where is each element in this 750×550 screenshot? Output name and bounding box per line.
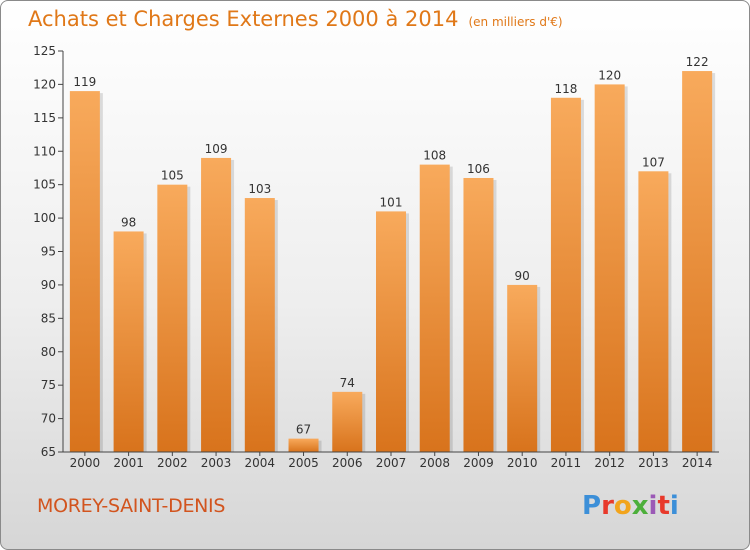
- bar-value-label: 122: [686, 55, 709, 69]
- logo-letter: P: [582, 491, 602, 521]
- x-tick-label: 2013: [638, 456, 669, 470]
- bar-value-label: 109: [205, 142, 228, 156]
- x-tick-label: 2007: [376, 456, 407, 470]
- x-tick-label: 2005: [288, 456, 319, 470]
- bar: [201, 157, 232, 452]
- bar: [69, 91, 100, 452]
- x-tick-label: 2006: [332, 456, 363, 470]
- y-tick-label: 65: [41, 445, 56, 459]
- x-tick-label: 2002: [157, 456, 188, 470]
- y-tick-label: 70: [41, 412, 56, 426]
- bar-value-label: 67: [296, 423, 311, 437]
- y-tick-label: 125: [33, 44, 56, 58]
- y-tick-label: 100: [33, 211, 56, 225]
- x-tick-label: 2001: [113, 456, 144, 470]
- x-tick-label: 2000: [70, 456, 101, 470]
- bar-value-label: 101: [380, 195, 403, 209]
- bar: [113, 231, 144, 452]
- logo-letter: x: [631, 491, 649, 521]
- y-tick-label: 120: [33, 77, 56, 91]
- bar-value-label: 74: [340, 376, 355, 390]
- bar: [463, 177, 494, 452]
- proxiti-logo[interactable]: Proxiti: [582, 491, 679, 521]
- y-tick-label: 80: [41, 345, 56, 359]
- bar-value-label: 98: [121, 215, 136, 229]
- bar: [376, 211, 406, 452]
- x-tick-label: 2009: [463, 456, 494, 470]
- x-tick-label: 2003: [201, 456, 232, 470]
- bar: [332, 391, 363, 452]
- chart-title: Achats et Charges Externes 2000 à 2014: [28, 7, 459, 31]
- bar: [638, 171, 669, 453]
- logo-letter: o: [613, 491, 632, 521]
- bar: [157, 184, 188, 452]
- bar: [594, 84, 625, 453]
- bar-value-label: 90: [515, 269, 530, 283]
- y-tick-label: 90: [41, 278, 56, 292]
- logo-letter: i: [669, 491, 679, 521]
- y-tick-label: 110: [33, 144, 56, 158]
- y-tick-label: 115: [33, 111, 56, 125]
- bar-value-label: 119: [73, 75, 96, 89]
- chart-title-block: Achats et Charges Externes 2000 à 2014 (e…: [28, 7, 563, 31]
- y-tick-label: 75: [41, 378, 56, 392]
- axes: 65 70 75 80 85 90 95 100 105 110 115 120 125 2000 2001…: [33, 44, 719, 470]
- x-tick-label: 2012: [594, 456, 625, 470]
- logo-letter: i: [648, 491, 658, 521]
- bar-value-label: 105: [161, 169, 184, 183]
- bar-value-label: 118: [554, 82, 577, 96]
- bar: [507, 284, 538, 452]
- y-tick-label: 95: [41, 245, 56, 259]
- y-tick-label: 105: [33, 178, 56, 192]
- chart-unit-note: (en milliers d'€): [468, 15, 563, 29]
- bar-value-label: 120: [598, 68, 621, 82]
- x-tick-label: 2014: [682, 456, 713, 470]
- bar-value-label: 106: [467, 162, 490, 176]
- bar: [550, 97, 581, 453]
- bar-value-label: 103: [248, 182, 271, 196]
- bar: [288, 438, 319, 452]
- bar: [682, 71, 713, 453]
- x-tick-label: 2010: [507, 456, 538, 470]
- bar: [419, 164, 450, 452]
- x-tick-label: 2011: [551, 456, 582, 470]
- bar-value-label: 108: [423, 149, 446, 163]
- logo-letter: r: [601, 491, 614, 521]
- x-tick-label: 2008: [419, 456, 450, 470]
- bar: [244, 198, 275, 452]
- bar-value-label: 107: [642, 155, 665, 169]
- x-tick-label: 2004: [245, 456, 276, 470]
- city-name: MOREY-SAINT-DENIS: [37, 495, 226, 517]
- y-tick-label: 85: [41, 311, 56, 325]
- logo-letter: t: [657, 491, 670, 521]
- bar-series: 119 98 105 109 103 67 74 101 108 106 90 118 120 107 12…: [69, 55, 716, 453]
